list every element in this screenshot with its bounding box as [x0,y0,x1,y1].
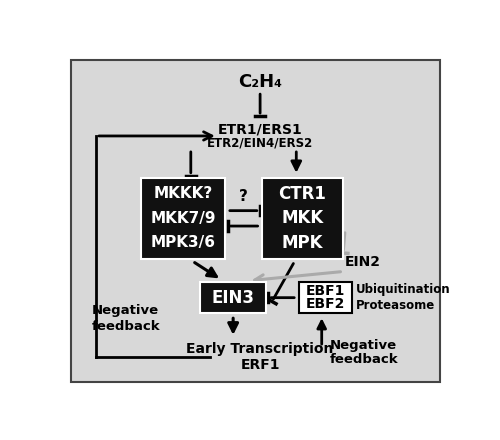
Text: ETR1/ERS1: ETR1/ERS1 [218,123,302,137]
Text: Ubiquitination: Ubiquitination [356,283,450,297]
Bar [141,178,226,259]
Text: ERF1: ERF1 [240,358,280,372]
Text: feedback: feedback [92,319,161,333]
Text: EIN2: EIN2 [345,255,381,269]
Text: Early Transcription: Early Transcription [186,342,334,356]
Bar [200,282,266,313]
Text: Proteasome: Proteasome [356,299,435,312]
Text: Negative: Negative [330,339,396,352]
Text: EIN3: EIN3 [212,289,254,307]
Text: ETR2/EIN4/ERS2: ETR2/EIN4/ERS2 [207,136,313,150]
Bar [300,282,352,313]
Text: EBF1: EBF1 [306,284,345,298]
Bar [262,178,343,259]
Text: ?: ? [240,189,248,204]
Text: MKKK?: MKKK? [154,187,212,202]
Text: Negative: Negative [92,304,160,317]
Text: feedback: feedback [330,353,398,366]
Text: MKK7/9: MKK7/9 [150,211,216,226]
Text: CTR1: CTR1 [278,185,326,203]
Text: C₂H₄: C₂H₄ [238,73,282,91]
Text: MPK3/6: MPK3/6 [150,235,216,250]
Text: MKK: MKK [282,209,324,227]
Text: EBF2: EBF2 [306,297,345,312]
Text: MPK: MPK [282,234,323,252]
